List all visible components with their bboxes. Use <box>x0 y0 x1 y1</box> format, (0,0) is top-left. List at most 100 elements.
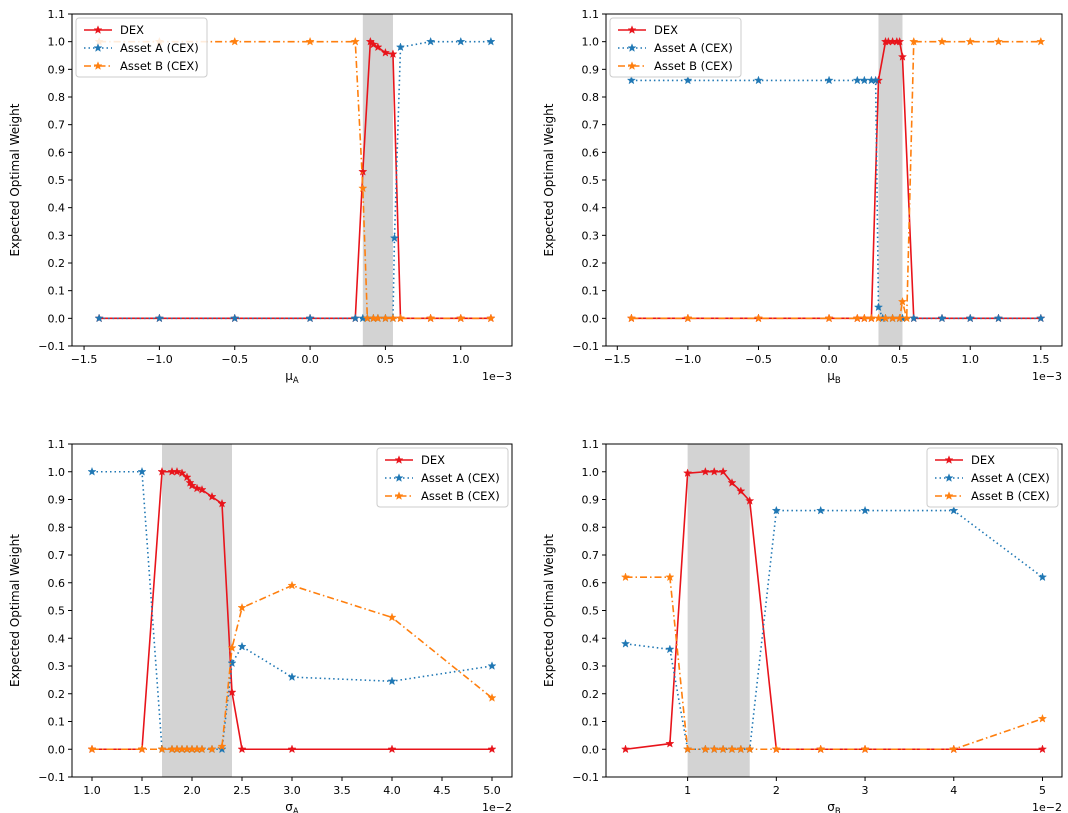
x-tick-label: 3.5 <box>333 784 351 797</box>
y-tick-label: 0.5 <box>582 605 600 618</box>
y-tick-label: 0.2 <box>582 688 600 701</box>
y-tick-label: −0.1 <box>572 771 599 784</box>
x-offset-label: 1e−3 <box>1032 370 1062 383</box>
data-point <box>700 744 710 754</box>
data-point <box>87 466 97 476</box>
data-point <box>683 468 693 478</box>
legend-entry: Asset B (CEX) <box>971 489 1050 503</box>
data-point <box>395 313 406 323</box>
x-tick-label: −1.0 <box>146 353 173 366</box>
data-point <box>137 466 147 476</box>
data-point <box>197 485 207 494</box>
data-point <box>909 36 919 46</box>
y-tick-label: 0.3 <box>582 660 600 673</box>
data-point <box>358 183 368 193</box>
x-offset-label: 1e−3 <box>482 370 512 383</box>
series-line-asset-a <box>99 40 491 320</box>
shaded-region <box>162 444 232 777</box>
data-point <box>1036 313 1046 323</box>
legend-marker <box>394 491 404 500</box>
data-point <box>197 744 207 754</box>
legend: DEX Asset A (CEX) Asset B (CEX) <box>75 17 208 78</box>
data-point <box>937 36 947 46</box>
x-tick-label: 2.5 <box>233 784 251 797</box>
data-point <box>456 36 466 46</box>
y-tick-label: 1.0 <box>582 36 600 49</box>
y-tick-label: 0.7 <box>582 549 600 562</box>
data-point <box>626 313 636 323</box>
y-axis-label: Expected Optimal Weight <box>8 534 22 687</box>
data-point <box>1037 713 1048 723</box>
series-line-asset-a <box>92 470 493 751</box>
y-tick-label: 0.9 <box>48 494 66 507</box>
legend-entry: Asset B (CEX) <box>120 59 199 73</box>
data-point <box>993 36 1004 46</box>
data-point <box>949 744 959 754</box>
legend-marker <box>93 25 103 34</box>
data-point <box>683 75 693 85</box>
data-point <box>305 313 315 323</box>
legend-entry: Asset A (CEX) <box>421 471 500 485</box>
y-tick-label: 0.6 <box>582 577 600 590</box>
data-point <box>389 233 400 242</box>
y-tick-label: −0.1 <box>38 771 65 784</box>
legend-marker <box>627 61 637 70</box>
x-tick-label: 0.0 <box>820 353 838 366</box>
x-tick-label: 0.5 <box>891 353 909 366</box>
data-point <box>718 466 728 476</box>
data-point <box>860 505 870 515</box>
y-axis-label: Expected Optimal Weight <box>8 103 22 256</box>
data-point <box>771 505 781 515</box>
y-tick-label: 1.1 <box>582 438 600 451</box>
legend-box <box>376 447 509 508</box>
data-point <box>852 313 862 323</box>
data-point <box>388 49 398 58</box>
data-point <box>859 313 869 323</box>
legend-entry: Asset A (CEX) <box>654 41 733 55</box>
y-tick-label: 0.6 <box>582 146 600 159</box>
legend-marker <box>627 43 637 52</box>
legend-marker <box>93 61 103 70</box>
legend-entry: DEX <box>971 453 995 467</box>
y-tick-label: 0.9 <box>582 63 600 76</box>
y-tick-label: 0.4 <box>582 202 600 215</box>
data-point <box>230 313 240 323</box>
data-point <box>727 744 737 754</box>
data-point <box>1036 36 1046 46</box>
data-point <box>859 75 869 85</box>
data-point <box>388 313 398 323</box>
y-tick-label: 0.3 <box>48 660 66 673</box>
data-point <box>824 75 834 85</box>
y-tick-label: 1.0 <box>48 36 66 49</box>
data-point <box>207 491 217 501</box>
data-point <box>753 313 764 323</box>
y-tick-label: 1.0 <box>582 466 600 479</box>
y-tick-label: 0.0 <box>582 312 600 325</box>
data-point <box>287 580 297 590</box>
chart-panel-1: −0.1 0.0 0.1 0.2 0.3 0.4 0.5 0.6 0.7 0.8 0.9 1.0 1.1… <box>8 8 513 386</box>
data-point <box>745 496 755 505</box>
legend-marker <box>394 473 404 482</box>
legend-marker <box>93 43 103 52</box>
data-point <box>426 313 436 323</box>
data-point <box>736 486 746 496</box>
x-tick-label: 4.5 <box>433 784 451 797</box>
series-line-asset-b <box>99 40 491 320</box>
legend-entry: DEX <box>120 23 144 37</box>
data-point <box>387 612 397 622</box>
data-point <box>87 744 97 754</box>
y-tick-label: −0.1 <box>38 340 65 353</box>
data-point <box>700 466 710 476</box>
x-tick-label: 1.0 <box>83 784 101 797</box>
y-tick-label: 1.0 <box>48 466 66 479</box>
data-point <box>487 661 497 670</box>
chart-panel-4: −0.1 0.0 0.1 0.2 0.3 0.4 0.5 0.6 0.7 0.8 0.9 1.0 1.1… <box>542 438 1063 813</box>
shaded-region <box>878 14 903 346</box>
data-point <box>157 466 167 476</box>
series-line-asset-b <box>625 576 1043 751</box>
data-point <box>94 313 104 323</box>
data-point <box>380 313 390 323</box>
x-tick-label: 3 <box>862 784 869 797</box>
x-tick-label: 1.0 <box>961 353 979 366</box>
legend-entry: Asset A (CEX) <box>971 471 1050 485</box>
